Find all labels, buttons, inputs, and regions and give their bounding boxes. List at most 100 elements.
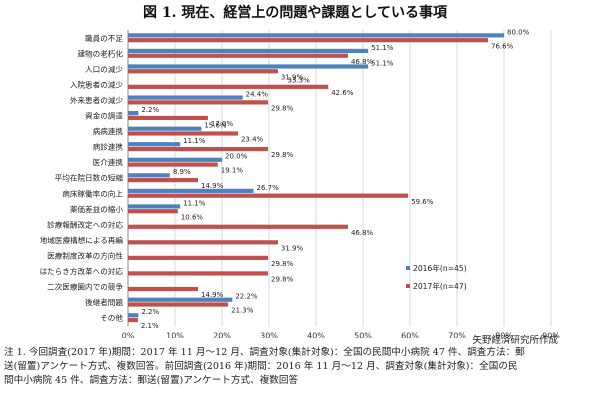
category-label: 薬価差益の縮小 — [70, 204, 124, 214]
bar-2017 — [128, 286, 199, 292]
data-label: 8.9% — [173, 168, 191, 176]
x-tick-label: 0% — [122, 331, 135, 338]
data-label: 29.8% — [271, 151, 294, 159]
bar-2016 — [128, 33, 504, 38]
data-label: 15.6% — [204, 122, 227, 130]
x-tick-label: 20% — [213, 331, 231, 338]
data-label: 46.8% — [351, 58, 374, 66]
data-label: 22.2% — [235, 293, 258, 301]
bar-2016 — [128, 64, 369, 69]
data-label: 14.9% — [201, 291, 224, 299]
bar-2016 — [128, 142, 181, 147]
data-label: 2.2% — [141, 308, 159, 316]
category-label: 外来患者の減少 — [70, 95, 124, 105]
notes: 注 1. 今回調査(2017 年)期間：2017 年 11 月～12 月、調査対… — [4, 346, 584, 388]
data-label: 2.2% — [141, 106, 159, 114]
data-label: 59.6% — [411, 198, 434, 206]
data-label: 51.1% — [371, 59, 394, 67]
data-label: 26.7% — [256, 184, 279, 192]
data-label: 21.3% — [231, 307, 254, 315]
bar-2016 — [128, 126, 202, 131]
data-label: 11.1% — [183, 137, 206, 145]
bar-2017 — [128, 209, 178, 214]
bar-2017 — [128, 317, 138, 323]
legend-swatch — [406, 266, 410, 270]
category-label: その他 — [100, 313, 123, 323]
bar-2017 — [128, 38, 489, 43]
bar-2016 — [128, 48, 369, 54]
bar-2017 — [128, 240, 278, 245]
bar-chart: 0% 10% 20% 30% 40% 50% 60% 70% 80% 90% 職員の不足 80.0% 7… — [40, 28, 561, 338]
category-label: はたらき方改革への対応 — [40, 266, 124, 276]
x-tick-label: 60% — [401, 331, 419, 338]
x-tick-label: 90% — [542, 331, 560, 338]
bar-2017 — [128, 84, 329, 89]
bar-2016 — [128, 313, 139, 318]
category-label: 入院患者の減少 — [70, 79, 124, 89]
category-label: 平均在院日数の短縮 — [55, 173, 124, 183]
data-label: 33.3% — [288, 76, 311, 84]
data-label: 19.1% — [221, 167, 244, 175]
bar-2016 — [128, 111, 139, 116]
bar-2016 — [128, 95, 243, 100]
x-tick-label: 10% — [166, 331, 184, 338]
data-label: 29.8% — [271, 104, 294, 112]
x-tick-label: 80% — [495, 331, 513, 338]
category-label: 後継者問題 — [85, 297, 123, 307]
data-label: 29.8% — [271, 276, 294, 284]
bar-2017 — [128, 53, 348, 58]
data-label: 2.1% — [141, 322, 159, 330]
bar-2017 — [128, 193, 409, 198]
data-label: 46.8% — [351, 229, 374, 237]
x-tick-label: 30% — [260, 331, 278, 338]
bar-2017 — [128, 178, 199, 183]
category-label: 建物の老朽化 — [77, 48, 123, 58]
bar-2016 — [128, 173, 170, 178]
bar-2017 — [128, 146, 269, 152]
bar-2017 — [128, 224, 348, 229]
data-label: 17.0% — [211, 120, 234, 128]
data-label: 42.6% — [331, 89, 354, 97]
note-line: 注 1. 今回調査(2017 年)期間：2017 年 11 月～12 月、調査対… — [4, 347, 525, 358]
legend-label: 2016年(n=45) — [413, 263, 467, 273]
bar-2017 — [128, 271, 269, 276]
category-label: 医療制度改革の方向性 — [47, 250, 123, 260]
bar-2017 — [128, 302, 229, 307]
note-line: 送(留置)アンケート方式、複数回答。前回調査(2016 年)期間：2016 年 … — [4, 361, 518, 372]
data-label: 11.1% — [183, 199, 206, 207]
category-label: 人口の減少 — [85, 64, 123, 74]
bar-2017 — [128, 100, 269, 105]
bar-2017 — [128, 69, 278, 74]
category-label: 二次医療圏内での競争 — [47, 282, 123, 292]
category-label: 職員の不足 — [85, 34, 123, 43]
bar-2016 — [128, 188, 254, 193]
x-tick-label: 70% — [448, 331, 466, 338]
data-label: 24.4% — [246, 90, 269, 98]
category-label: 地域医療構想による再編 — [40, 235, 124, 245]
category-label: 病床稼働率の向上 — [62, 188, 123, 198]
source-credit: 矢野経済研究所作成 — [472, 335, 558, 346]
bar-2017 — [128, 162, 218, 167]
legend-label: 2017年(n=47) — [413, 281, 467, 291]
bar-2016 — [128, 157, 222, 162]
note-line: 間中小病院 45 件、調査方法：郵送(留置)アンケート方式、複数回答 — [4, 375, 299, 386]
data-label: 29.8% — [271, 260, 294, 268]
data-label: 14.9% — [201, 182, 224, 190]
data-label: 10.6% — [181, 213, 204, 221]
category-label: 資金の調達 — [85, 111, 123, 121]
chart-title: 図 1. 現在、経営上の問題や課題としている事項 — [143, 5, 447, 21]
bar-2017 — [128, 115, 208, 121]
bar-2017 — [128, 131, 238, 136]
category-label: 病診連携 — [93, 142, 124, 152]
data-label: 31.9% — [281, 73, 304, 81]
data-label: 20.0% — [225, 153, 248, 161]
bar-2016 — [128, 297, 233, 302]
data-label: 80.0% — [507, 28, 530, 36]
data-label: 51.1% — [371, 44, 394, 52]
data-label: 23.4% — [241, 136, 264, 144]
data-label: 76.6% — [491, 42, 514, 50]
x-tick-label: 50% — [354, 331, 372, 338]
x-tick-label: 40% — [307, 331, 325, 338]
category-label: 診療報酬改定への対応 — [47, 219, 123, 229]
category-label: 医介連携 — [93, 157, 124, 167]
